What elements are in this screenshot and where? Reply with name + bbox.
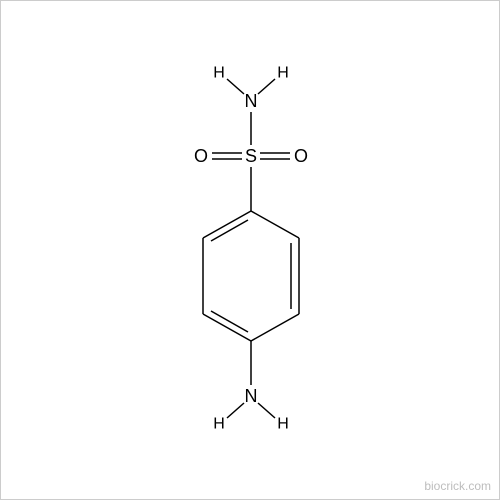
atom-o-right: O bbox=[294, 146, 308, 166]
bond-c3-c4 bbox=[251, 314, 299, 341]
bond-c4-c5-a bbox=[203, 314, 251, 341]
structure-canvas: N H H O S O N H H biocrick.com bbox=[0, 0, 500, 500]
bond-nbot-h-right bbox=[258, 403, 275, 418]
bond-ntop-h-right bbox=[258, 79, 275, 94]
atom-n-bottom: N bbox=[245, 386, 258, 406]
bond-c6-c1-a bbox=[203, 211, 251, 238]
atom-h-bottom-left: H bbox=[213, 416, 225, 433]
atom-o-left: O bbox=[194, 146, 208, 166]
atom-h-top-right: H bbox=[277, 65, 289, 82]
molecule-svg: N H H O S O N H H bbox=[1, 1, 500, 500]
atom-h-top-left: H bbox=[213, 65, 225, 82]
atom-h-bottom-right: H bbox=[277, 416, 289, 433]
watermark-text: biocrick.com bbox=[424, 479, 491, 493]
bond-nbot-h-left bbox=[227, 403, 244, 418]
atom-n-top: N bbox=[245, 91, 258, 111]
atom-s: S bbox=[245, 146, 257, 166]
bond-ntop-h-left bbox=[227, 79, 244, 94]
bond-c1-c2 bbox=[251, 211, 299, 238]
